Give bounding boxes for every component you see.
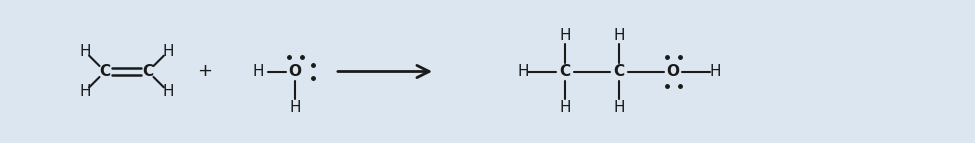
Text: +: + [198,62,213,81]
Text: O: O [289,64,301,79]
Text: H: H [162,44,174,59]
Text: H: H [79,44,91,59]
Text: H: H [560,100,570,115]
Text: H: H [79,84,91,99]
Text: H: H [253,64,264,79]
Text: H: H [162,84,174,99]
Text: O: O [667,64,680,79]
Text: H: H [613,100,625,115]
Text: H: H [290,100,300,115]
Text: H: H [518,64,528,79]
Text: C: C [560,64,570,79]
Text: H: H [560,28,570,43]
Text: C: C [99,64,110,79]
Text: H: H [709,64,721,79]
Text: C: C [613,64,625,79]
Text: H: H [613,28,625,43]
Text: C: C [142,64,154,79]
